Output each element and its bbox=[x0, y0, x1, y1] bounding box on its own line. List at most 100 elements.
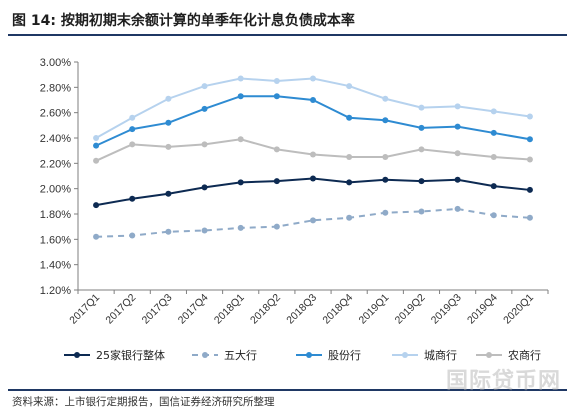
series-point-2 bbox=[93, 142, 100, 149]
series-point-4 bbox=[165, 143, 172, 150]
series-line-3 bbox=[95, 77, 531, 139]
series-point-1 bbox=[93, 233, 100, 240]
source-note: 资料来源：上市银行定期报告，国信证券经济研究所整理 bbox=[12, 396, 275, 408]
series-point-0 bbox=[418, 178, 425, 185]
y-tick-label: 3.00% bbox=[40, 57, 71, 69]
figure-title: 图 14: 按期初期末余额计算的单季年化计息负债成本率 bbox=[12, 13, 355, 29]
series-point-2 bbox=[382, 117, 389, 124]
series-point-4 bbox=[310, 151, 316, 158]
series-point-2 bbox=[310, 97, 316, 103]
watermark-logo: 国际贷币网 bbox=[446, 363, 561, 395]
y-tick-label: 2.80% bbox=[40, 82, 71, 94]
source-bar: 资料来源：上市银行定期报告，国信证券经济研究所整理 bbox=[8, 389, 567, 409]
legend-swatch-marker bbox=[306, 352, 312, 358]
series-point-2 bbox=[346, 114, 353, 121]
series-point-0 bbox=[490, 183, 497, 190]
series-point-3 bbox=[201, 83, 208, 90]
series-point-1 bbox=[237, 224, 244, 231]
series-point-4 bbox=[418, 146, 425, 153]
x-tick-label: 2019Q1 bbox=[357, 292, 392, 327]
series-point-3 bbox=[418, 104, 425, 111]
y-tick-label: 2.40% bbox=[40, 133, 71, 145]
series-point-3 bbox=[382, 95, 389, 102]
series-point-2 bbox=[273, 93, 280, 100]
series-point-1 bbox=[273, 223, 280, 230]
series-point-0 bbox=[310, 175, 316, 182]
series-point-0 bbox=[201, 184, 208, 191]
series-point-3 bbox=[237, 75, 244, 82]
series-point-4 bbox=[382, 154, 389, 160]
series-point-3 bbox=[346, 83, 353, 90]
series-point-3 bbox=[129, 114, 136, 121]
legend-label: 五大行 bbox=[224, 348, 257, 362]
series-point-2 bbox=[526, 136, 533, 143]
series-point-0 bbox=[273, 178, 280, 185]
x-tick-label: 2017Q3 bbox=[140, 292, 175, 327]
watermark-text: 国际贷币网 bbox=[445, 368, 561, 394]
legend-label: 农商行 bbox=[508, 348, 541, 362]
series-point-0 bbox=[165, 190, 172, 197]
series-point-3 bbox=[526, 113, 533, 120]
y-tick-label: 2.60% bbox=[40, 108, 71, 120]
series-point-1 bbox=[201, 227, 208, 234]
series-point-4 bbox=[129, 141, 136, 148]
series-point-1 bbox=[310, 217, 316, 224]
x-tick-label: 2018Q3 bbox=[284, 292, 319, 327]
series-point-3 bbox=[490, 108, 497, 115]
series-point-0 bbox=[526, 186, 533, 193]
series-point-1 bbox=[165, 228, 172, 235]
series-point-4 bbox=[237, 136, 244, 143]
series-point-3 bbox=[454, 103, 461, 110]
series-point-0 bbox=[93, 202, 100, 209]
series-point-0 bbox=[382, 176, 389, 183]
legend-label: 城商行 bbox=[424, 348, 457, 362]
x-tick-label: 2018Q4 bbox=[320, 292, 355, 327]
series-point-2 bbox=[490, 129, 497, 136]
series-point-3 bbox=[310, 75, 316, 82]
series-point-2 bbox=[201, 105, 208, 112]
series-point-0 bbox=[129, 195, 136, 202]
x-tick-label: 2019Q4 bbox=[465, 292, 500, 327]
y-tick-label: 1.60% bbox=[40, 234, 71, 246]
series-point-1 bbox=[346, 214, 353, 221]
y-tick-label: 1.40% bbox=[40, 260, 71, 272]
x-tick-label: 2019Q2 bbox=[393, 292, 428, 327]
series-line-0 bbox=[95, 177, 531, 207]
x-tick-label: 2017Q4 bbox=[176, 292, 211, 327]
series-point-3 bbox=[273, 78, 280, 84]
legend-label: 股份行 bbox=[328, 349, 361, 362]
x-tick-label: 2017Q2 bbox=[103, 292, 138, 327]
series-point-4 bbox=[201, 141, 208, 148]
series-point-0 bbox=[346, 179, 353, 186]
series-line-4 bbox=[95, 138, 530, 162]
series-point-1 bbox=[490, 212, 497, 219]
legend-swatch-marker bbox=[486, 352, 492, 358]
y-tick-label: 2.20% bbox=[40, 158, 71, 170]
figure-title-bar: 图 14: 按期初期末余额计算的单季年化计息负债成本率 bbox=[8, 8, 567, 36]
series-point-2 bbox=[418, 124, 425, 131]
x-tick-label: 2019Q3 bbox=[429, 292, 464, 327]
series-point-4 bbox=[93, 157, 100, 164]
series-point-2 bbox=[237, 93, 244, 100]
legend-swatch-marker bbox=[202, 352, 208, 358]
series-point-1 bbox=[382, 209, 389, 216]
series-point-2 bbox=[165, 119, 172, 126]
series-point-4 bbox=[454, 150, 461, 157]
series-point-1 bbox=[526, 214, 533, 221]
y-tick-label: 2.00% bbox=[40, 184, 71, 196]
series-point-3 bbox=[165, 95, 172, 102]
series-point-1 bbox=[129, 232, 136, 239]
series-point-2 bbox=[129, 126, 136, 133]
series-point-0 bbox=[237, 179, 244, 186]
x-tick-label: 2018Q1 bbox=[212, 292, 247, 327]
legend-label: 25家银行整体 bbox=[96, 348, 165, 362]
y-tick-label: 1.20% bbox=[40, 285, 71, 297]
x-tick-label: 2018Q2 bbox=[248, 292, 283, 327]
series-point-4 bbox=[526, 156, 533, 163]
series-point-0 bbox=[454, 176, 461, 183]
series-point-3 bbox=[93, 135, 100, 141]
legend-swatch-marker bbox=[74, 352, 80, 358]
y-tick-label: 1.80% bbox=[40, 209, 71, 221]
series-point-1 bbox=[418, 208, 425, 215]
